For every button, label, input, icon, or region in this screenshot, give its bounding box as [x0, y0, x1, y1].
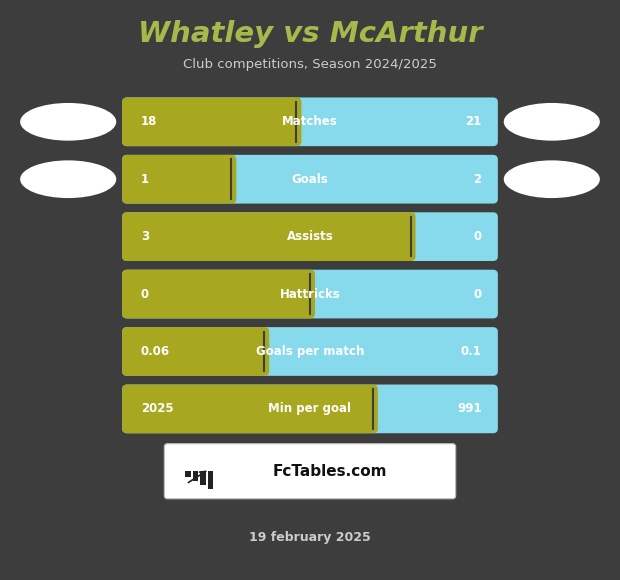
Text: 21: 21: [466, 115, 482, 128]
FancyBboxPatch shape: [122, 327, 498, 376]
FancyBboxPatch shape: [122, 212, 498, 261]
Text: 19 february 2025: 19 february 2025: [249, 531, 371, 544]
Text: Hattricks: Hattricks: [280, 288, 340, 300]
Text: Club competitions, Season 2024/2025: Club competitions, Season 2024/2025: [183, 59, 437, 71]
Bar: [185, 471, 191, 477]
Text: Assists: Assists: [286, 230, 334, 243]
Text: FcTables.com: FcTables.com: [273, 464, 388, 478]
Bar: [193, 471, 198, 481]
Text: 2: 2: [474, 173, 482, 186]
FancyBboxPatch shape: [122, 327, 269, 376]
Text: 0: 0: [474, 288, 482, 300]
Text: 3: 3: [141, 230, 149, 243]
Text: 0: 0: [141, 288, 149, 300]
Text: Whatley vs McArthur: Whatley vs McArthur: [138, 20, 482, 48]
Text: 2025: 2025: [141, 403, 174, 415]
FancyBboxPatch shape: [122, 97, 301, 146]
Text: 18: 18: [141, 115, 157, 128]
Ellipse shape: [503, 160, 600, 198]
FancyBboxPatch shape: [122, 385, 378, 433]
FancyBboxPatch shape: [122, 385, 498, 433]
Text: Min per goal: Min per goal: [268, 403, 352, 415]
FancyBboxPatch shape: [122, 270, 498, 318]
FancyBboxPatch shape: [122, 212, 415, 261]
Ellipse shape: [503, 103, 600, 140]
Text: 991: 991: [457, 403, 482, 415]
Text: 1: 1: [141, 173, 149, 186]
Text: Matches: Matches: [282, 115, 338, 128]
Text: 0.06: 0.06: [141, 345, 170, 358]
FancyBboxPatch shape: [122, 155, 498, 204]
Text: Goals: Goals: [291, 173, 329, 186]
Ellipse shape: [20, 103, 116, 140]
Text: 0: 0: [474, 230, 482, 243]
FancyBboxPatch shape: [122, 155, 236, 204]
FancyBboxPatch shape: [122, 97, 498, 146]
Bar: [200, 471, 206, 485]
FancyBboxPatch shape: [122, 270, 315, 318]
Bar: [208, 471, 213, 488]
FancyBboxPatch shape: [164, 444, 456, 499]
Text: 0.1: 0.1: [461, 345, 482, 358]
Text: Goals per match: Goals per match: [256, 345, 364, 358]
Ellipse shape: [20, 160, 116, 198]
